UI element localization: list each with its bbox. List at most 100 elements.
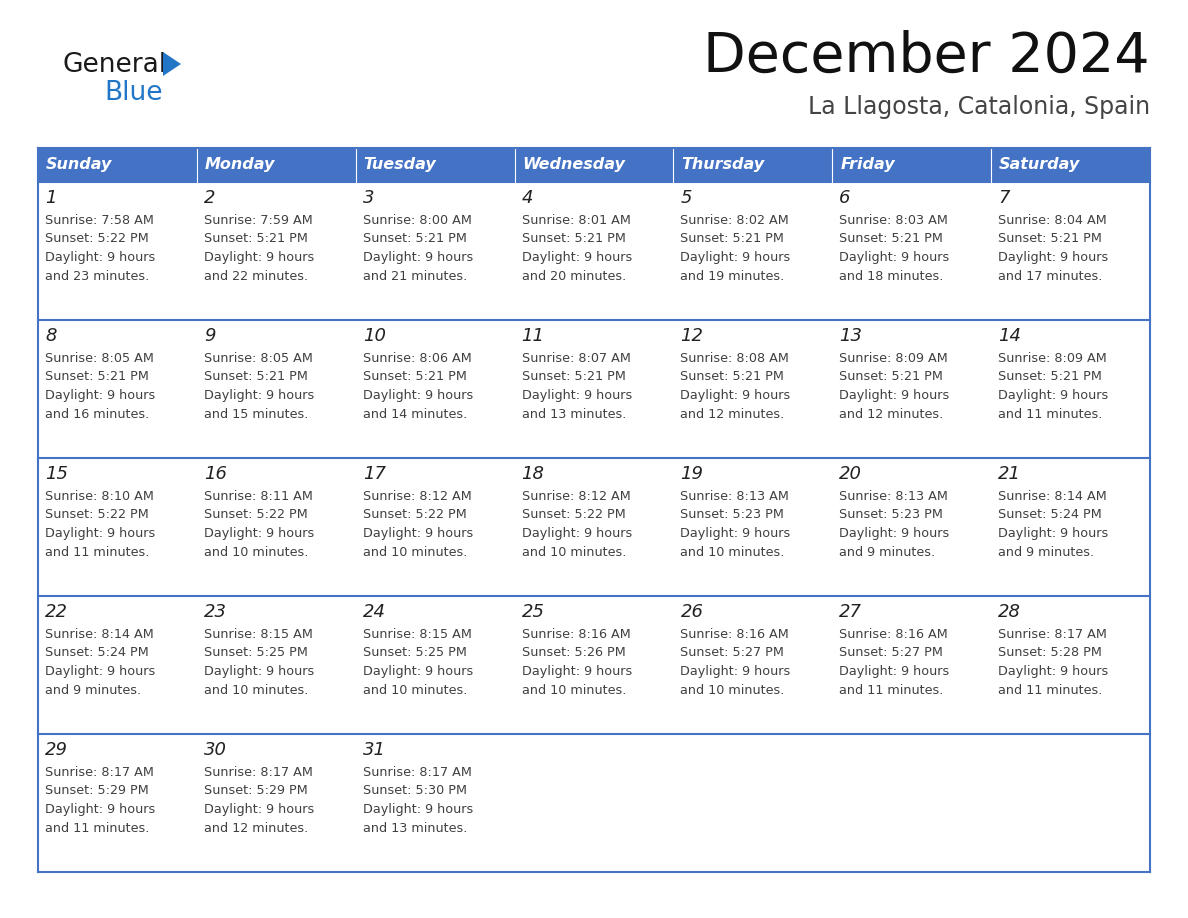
Text: Sunrise: 7:59 AM: Sunrise: 7:59 AM — [204, 214, 312, 227]
Text: 3: 3 — [362, 189, 374, 207]
Text: 5: 5 — [681, 189, 691, 207]
Text: and 11 minutes.: and 11 minutes. — [45, 822, 150, 834]
Text: and 21 minutes.: and 21 minutes. — [362, 270, 467, 283]
Text: 29: 29 — [45, 741, 68, 759]
Text: 4: 4 — [522, 189, 533, 207]
Text: and 19 minutes.: and 19 minutes. — [681, 270, 785, 283]
Text: and 14 minutes.: and 14 minutes. — [362, 408, 467, 420]
Text: and 9 minutes.: and 9 minutes. — [998, 545, 1094, 558]
Bar — [197, 148, 355, 182]
Text: Friday: Friday — [840, 158, 895, 173]
Text: Sunrise: 8:11 AM: Sunrise: 8:11 AM — [204, 490, 312, 503]
Text: Sunrise: 8:16 AM: Sunrise: 8:16 AM — [681, 628, 789, 641]
Text: Sunrise: 7:58 AM: Sunrise: 7:58 AM — [45, 214, 154, 227]
Text: Sunrise: 8:05 AM: Sunrise: 8:05 AM — [45, 352, 154, 365]
Text: Sunset: 5:21 PM: Sunset: 5:21 PM — [681, 232, 784, 245]
Text: 30: 30 — [204, 741, 227, 759]
Polygon shape — [163, 52, 181, 76]
Text: Daylight: 9 hours: Daylight: 9 hours — [204, 527, 314, 540]
Text: and 10 minutes.: and 10 minutes. — [204, 545, 308, 558]
Text: and 11 minutes.: and 11 minutes. — [45, 545, 150, 558]
Text: Sunset: 5:21 PM: Sunset: 5:21 PM — [362, 371, 467, 384]
Text: Sunset: 5:23 PM: Sunset: 5:23 PM — [681, 509, 784, 521]
Text: Sunset: 5:22 PM: Sunset: 5:22 PM — [362, 509, 467, 521]
Text: Sunset: 5:22 PM: Sunset: 5:22 PM — [45, 509, 148, 521]
Text: 1: 1 — [45, 189, 57, 207]
Text: Sunset: 5:24 PM: Sunset: 5:24 PM — [998, 509, 1102, 521]
Text: Daylight: 9 hours: Daylight: 9 hours — [45, 527, 156, 540]
Bar — [674, 148, 833, 182]
Text: Sunset: 5:24 PM: Sunset: 5:24 PM — [45, 646, 148, 659]
Text: 2: 2 — [204, 189, 215, 207]
Text: Sunset: 5:29 PM: Sunset: 5:29 PM — [204, 785, 308, 798]
Text: Daylight: 9 hours: Daylight: 9 hours — [204, 389, 314, 402]
Text: Daylight: 9 hours: Daylight: 9 hours — [681, 665, 791, 678]
Text: Sunset: 5:25 PM: Sunset: 5:25 PM — [204, 646, 308, 659]
Bar — [991, 148, 1150, 182]
Text: Daylight: 9 hours: Daylight: 9 hours — [522, 665, 632, 678]
Text: Sunset: 5:30 PM: Sunset: 5:30 PM — [362, 785, 467, 798]
Text: 10: 10 — [362, 327, 386, 345]
Text: Sunset: 5:22 PM: Sunset: 5:22 PM — [522, 509, 625, 521]
Text: and 12 minutes.: and 12 minutes. — [681, 408, 785, 420]
Text: Sunset: 5:21 PM: Sunset: 5:21 PM — [362, 232, 467, 245]
Text: 25: 25 — [522, 603, 544, 621]
Text: Sunset: 5:26 PM: Sunset: 5:26 PM — [522, 646, 625, 659]
Text: 26: 26 — [681, 603, 703, 621]
Text: Daylight: 9 hours: Daylight: 9 hours — [45, 251, 156, 264]
Text: Daylight: 9 hours: Daylight: 9 hours — [522, 389, 632, 402]
Text: 8: 8 — [45, 327, 57, 345]
Text: Blue: Blue — [105, 80, 163, 106]
Text: Sunset: 5:21 PM: Sunset: 5:21 PM — [204, 232, 308, 245]
Text: 9: 9 — [204, 327, 215, 345]
Text: and 11 minutes.: and 11 minutes. — [839, 684, 943, 697]
Text: 21: 21 — [998, 465, 1022, 483]
Text: Daylight: 9 hours: Daylight: 9 hours — [681, 527, 791, 540]
Text: Sunset: 5:23 PM: Sunset: 5:23 PM — [839, 509, 943, 521]
Text: Sunrise: 8:17 AM: Sunrise: 8:17 AM — [362, 766, 472, 779]
Text: Sunset: 5:29 PM: Sunset: 5:29 PM — [45, 785, 148, 798]
Text: Daylight: 9 hours: Daylight: 9 hours — [839, 527, 949, 540]
Text: and 16 minutes.: and 16 minutes. — [45, 408, 150, 420]
Text: Daylight: 9 hours: Daylight: 9 hours — [362, 389, 473, 402]
Text: Sunrise: 8:13 AM: Sunrise: 8:13 AM — [839, 490, 948, 503]
Text: and 20 minutes.: and 20 minutes. — [522, 270, 626, 283]
Text: Sunrise: 8:00 AM: Sunrise: 8:00 AM — [362, 214, 472, 227]
Text: Daylight: 9 hours: Daylight: 9 hours — [45, 389, 156, 402]
Text: Sunrise: 8:17 AM: Sunrise: 8:17 AM — [998, 628, 1107, 641]
Text: 20: 20 — [839, 465, 862, 483]
Text: Sunrise: 8:15 AM: Sunrise: 8:15 AM — [362, 628, 472, 641]
Text: 23: 23 — [204, 603, 227, 621]
Text: Saturday: Saturday — [999, 158, 1080, 173]
Text: and 10 minutes.: and 10 minutes. — [681, 684, 785, 697]
Text: Daylight: 9 hours: Daylight: 9 hours — [522, 527, 632, 540]
Text: Daylight: 9 hours: Daylight: 9 hours — [204, 665, 314, 678]
Text: Sunset: 5:21 PM: Sunset: 5:21 PM — [522, 371, 625, 384]
Text: Sunset: 5:25 PM: Sunset: 5:25 PM — [362, 646, 467, 659]
Bar — [38, 148, 197, 182]
Text: 6: 6 — [839, 189, 851, 207]
Text: Sunset: 5:21 PM: Sunset: 5:21 PM — [45, 371, 148, 384]
Text: Sunrise: 8:14 AM: Sunrise: 8:14 AM — [45, 628, 153, 641]
Text: Sunrise: 8:16 AM: Sunrise: 8:16 AM — [839, 628, 948, 641]
Text: 18: 18 — [522, 465, 544, 483]
Text: Daylight: 9 hours: Daylight: 9 hours — [362, 251, 473, 264]
Text: and 11 minutes.: and 11 minutes. — [998, 684, 1102, 697]
Text: Sunrise: 8:16 AM: Sunrise: 8:16 AM — [522, 628, 631, 641]
Text: Sunset: 5:21 PM: Sunset: 5:21 PM — [681, 371, 784, 384]
Text: 28: 28 — [998, 603, 1022, 621]
Text: Daylight: 9 hours: Daylight: 9 hours — [45, 803, 156, 816]
Text: 17: 17 — [362, 465, 386, 483]
Text: and 12 minutes.: and 12 minutes. — [839, 408, 943, 420]
Text: Sunset: 5:21 PM: Sunset: 5:21 PM — [998, 232, 1102, 245]
Text: Monday: Monday — [204, 158, 276, 173]
Text: Sunset: 5:27 PM: Sunset: 5:27 PM — [839, 646, 943, 659]
Bar — [355, 148, 514, 182]
Text: 16: 16 — [204, 465, 227, 483]
Text: 14: 14 — [998, 327, 1022, 345]
Text: 12: 12 — [681, 327, 703, 345]
Text: Sunrise: 8:09 AM: Sunrise: 8:09 AM — [998, 352, 1107, 365]
Text: La Llagosta, Catalonia, Spain: La Llagosta, Catalonia, Spain — [808, 95, 1150, 119]
Text: Sunrise: 8:07 AM: Sunrise: 8:07 AM — [522, 352, 631, 365]
Text: and 10 minutes.: and 10 minutes. — [204, 684, 308, 697]
